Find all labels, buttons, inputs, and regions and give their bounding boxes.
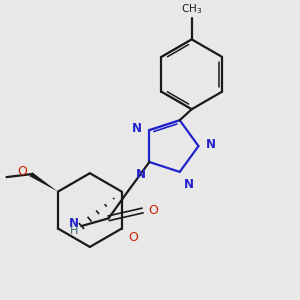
Polygon shape xyxy=(29,172,58,192)
Text: N: N xyxy=(132,122,142,135)
Text: N: N xyxy=(206,138,216,151)
Text: CH$_3$: CH$_3$ xyxy=(181,2,202,16)
Text: N: N xyxy=(136,168,146,181)
Text: O: O xyxy=(17,165,27,178)
Text: O: O xyxy=(148,204,158,217)
Text: O: O xyxy=(129,231,138,244)
Text: N: N xyxy=(184,178,194,191)
Text: N: N xyxy=(69,217,79,230)
Text: H: H xyxy=(70,226,79,236)
